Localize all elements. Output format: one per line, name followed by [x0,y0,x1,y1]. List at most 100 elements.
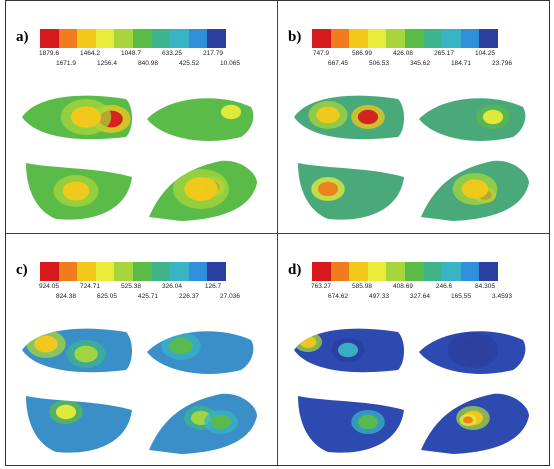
colorbar-tick-label: 84.305 [475,283,495,290]
colorbar-tick-label: 1048.7 [121,50,141,57]
contour-hotspot [457,339,489,361]
colorbar-swatch [40,29,59,48]
colorbar-swatch [386,29,405,48]
contour-hotspot [74,345,98,363]
colorbar-swatch [367,262,387,281]
colorbar-tick-label: 23.796 [492,60,512,67]
colorbar-swatch [207,29,226,48]
panel-a: a) 1879.6 1464.2 1048.7 633.25 217.79 1671.9 1… [6,1,276,231]
colorbar-tick-label: 633.25 [162,50,182,57]
colorbar-swatch [188,29,208,48]
colorbar-tick-label: 246.6 [435,283,453,290]
colorbar-swatch [114,262,133,281]
colorbar-swatch [460,262,480,281]
colorbar-swatch [188,262,208,281]
contour-views [278,304,548,454]
colorbar-swatch [132,262,152,281]
colorbar [40,29,226,48]
colorbar-swatch [207,262,226,281]
colorbar-tick-label: 1464.2 [80,50,100,57]
contour-views [6,304,276,454]
colorbar-swatch [479,29,498,48]
contour-views-svg [294,328,529,454]
panel-label: d) [288,262,302,278]
colorbar-tick-label: 724.71 [80,283,100,290]
contour-views-svg [22,328,257,454]
contour-view [294,328,404,373]
colorbar-swatch [460,29,480,48]
contour-view [147,98,254,141]
colorbar-swatch [442,262,461,281]
contour-hotspot [357,414,379,430]
grid-divider-horizontal [6,233,549,234]
colorbar-tick-label: 326.04 [162,283,182,290]
colorbar-swatch [423,29,443,48]
contour-hotspot [210,414,232,430]
contour-hotspot [462,416,474,424]
colorbar-tick-label: 506.53 [369,60,389,67]
colorbar-tick-label: 585.98 [352,283,372,290]
panel-label: b) [288,29,302,45]
contour-views [278,71,548,221]
contour-hotspot [220,104,242,120]
contour-hotspot [34,335,58,353]
contour-hotspot [482,109,504,125]
contour-hotspot [299,336,317,348]
contour-hotspot [55,404,77,420]
colorbar-swatch [479,262,498,281]
contour-view [298,396,404,453]
colorbar-swatch [77,262,96,281]
colorbar-tick-label: 104.25 [475,50,495,57]
panel-label: c) [16,262,28,278]
contour-hotspot [357,109,379,125]
colorbar-swatch [404,262,424,281]
panel-label: a) [16,29,29,45]
colorbar-swatch [349,262,368,281]
contour-view [22,95,132,140]
contour-views [6,71,276,221]
colorbar-swatch [40,262,59,281]
panel-b: b) 747.9 586.99 426.08 265.17 104.25 667.45 50… [278,1,548,231]
colorbar-tick-label: 126.7 [204,283,222,290]
colorbar-swatch [312,29,331,48]
colorbar-swatch [367,29,387,48]
contour-hotspot [461,179,489,199]
colorbar-tick-label: 327.64 [410,293,430,300]
colorbar-tick-label: 763.27 [311,283,331,290]
contour-view [149,160,257,221]
contour-hotspot [70,106,102,128]
colorbar-swatch [330,262,350,281]
colorbar-tick-label: 747.9 [312,50,330,57]
contour-hotspot [184,177,218,201]
colorbar-tick-label: 840.98 [138,60,158,67]
contour-hotspot [169,337,193,355]
colorbar-tick-label: 10.065 [220,60,240,67]
colorbar-tick-label: 425.71 [138,293,158,300]
colorbar-swatch [442,29,461,48]
colorbar-tick-label: 924.05 [39,283,59,290]
colorbar [312,29,498,48]
colorbar-tick-label: 345.62 [410,60,430,67]
panel-d: d) 763.27 585.98 408.69 246.6 84.305 674.62 49… [278,234,548,464]
colorbar-tick-label: 1256.4 [97,60,117,67]
colorbar-tick-label: 586.99 [352,50,372,57]
colorbar-tick-label: 226.37 [179,293,199,300]
colorbar-tick-label: 27.036 [220,293,240,300]
colorbar-swatch [132,29,152,48]
contour-view [147,331,254,374]
colorbar [312,262,498,281]
body-surface [419,98,526,141]
colorbar-tick-label: 497.33 [369,293,389,300]
contour-views-svg [294,95,529,221]
contour-view [419,98,526,141]
body-surface [298,396,404,453]
contour-views-svg [22,95,257,221]
body-surface [298,163,404,220]
colorbar-swatch [58,29,78,48]
colorbar-tick-label: 525.38 [121,283,141,290]
colorbar-swatch [330,29,350,48]
contour-hotspot [316,106,340,124]
panel-c: c) 924.05 724.71 525.38 326.04 126.7 824.38 62… [6,234,276,464]
colorbar-tick-label: 265.17 [434,50,454,57]
contour-view [421,160,529,221]
